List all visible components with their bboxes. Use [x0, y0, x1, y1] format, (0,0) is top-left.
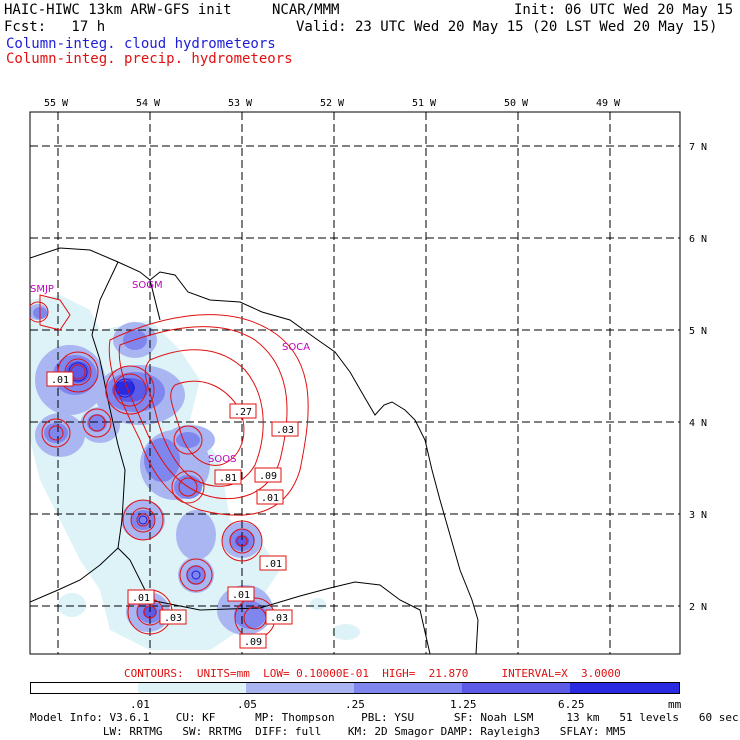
contour-label: .09: [244, 637, 262, 648]
lon-axis-labels: 55 W 54 W 53 W 52 W 51 W 50 W 49 W: [44, 98, 621, 109]
contour-label: .09: [259, 471, 277, 482]
lon-label: 54 W: [136, 98, 161, 109]
colorbar-tick: .05: [237, 698, 257, 711]
colorbar-tick: 6.25: [558, 698, 585, 711]
contour-label-box: [256, 489, 284, 505]
colorbar-tick: 1.25: [450, 698, 477, 711]
model-info-line-2: LW: RRTMG SW: RRTMG DIFF: full KM: 2D Sm…: [30, 725, 627, 738]
contour-label: .81: [219, 473, 237, 484]
lat-label: 2 N: [689, 602, 707, 613]
contour-label-box: [46, 371, 74, 387]
lon-label: 52 W: [320, 98, 345, 109]
org-label: NCAR/MMM: [272, 2, 340, 18]
forecast-hour: Fcst: 17 h: [4, 19, 106, 35]
contour-label: .03: [276, 425, 294, 436]
lat-label: 5 N: [689, 326, 707, 337]
contour-label-box: [271, 421, 299, 437]
contour-label-box: [239, 633, 267, 649]
contour-info: CONTOURS: UNITS=mm LOW= 0.10000E-01 HIGH…: [124, 667, 621, 680]
graticule: [30, 112, 680, 654]
contour-label-box: [265, 609, 293, 625]
coastline: [30, 247, 479, 654]
map-frame: [29, 111, 681, 655]
colorbar-segment: [138, 683, 246, 693]
contour-label: .27: [234, 407, 252, 418]
valid-time: Valid: 23 UTC Wed 20 May 15 (20 LST Wed …: [296, 19, 718, 35]
contour-label: .01: [261, 493, 279, 504]
contour-label-box: [227, 586, 255, 602]
model-title: HAIC-HIWC 13km ARW-GFS init: [4, 2, 232, 18]
contour-label: .01: [264, 559, 282, 570]
station-label: SOCA: [282, 342, 310, 353]
lat-label: 3 N: [689, 510, 707, 521]
colorbar-segment: [246, 683, 354, 693]
cloud-field-label: Column-integ. cloud hydrometeors: [6, 36, 276, 52]
contour-labels: .01 .27 .03 .81 .09 .01 .01 .01 .01 .03 .03 .09: [46, 371, 299, 649]
contour-label: .01: [51, 375, 69, 386]
colorbar-segment: [462, 683, 570, 693]
contour-label: .01: [132, 593, 150, 604]
contour-label: .01: [232, 590, 250, 601]
contour-label: .03: [164, 613, 182, 624]
lat-label: 4 N: [689, 418, 707, 429]
colorbar-segment: [354, 683, 462, 693]
contour-label-box: [214, 469, 242, 485]
contour-label-box: [229, 403, 257, 419]
colorbar-tick: .25: [345, 698, 365, 711]
contour-label-box: [127, 589, 155, 605]
colorbar: [30, 682, 680, 694]
precip-field-label: Column-integ. precip. hydrometeors: [6, 51, 293, 67]
station-label: SOOS: [208, 454, 236, 465]
lon-label: 55 W: [44, 98, 69, 109]
lon-label: 49 W: [596, 98, 621, 109]
contour-label-box: [259, 555, 287, 571]
init-time: Init: 06 UTC Wed 20 May 15: [514, 2, 734, 18]
lat-label: 6 N: [689, 234, 707, 245]
colorbar-units: mm: [668, 698, 682, 711]
lon-label: 53 W: [228, 98, 253, 109]
station-label: SOGM: [132, 280, 163, 291]
colorbar-segment: [570, 683, 679, 693]
contour-label-box: [254, 467, 282, 483]
lat-axis-labels: 7 N 6 N 5 N 4 N 3 N 2 N: [689, 142, 707, 613]
lon-label: 50 W: [504, 98, 529, 109]
contour-label-box: [159, 609, 187, 625]
station-markers: SMJP SOGM SOCA SOOS: [30, 280, 310, 465]
lon-label: 51 W: [412, 98, 437, 109]
lat-label: 7 N: [689, 142, 707, 153]
colorbar-segment: [31, 683, 138, 693]
model-info-line-1: Model Info: V3.6.1 CU: KF MP: Thompson P…: [30, 711, 739, 724]
contour-label: .03: [270, 613, 288, 624]
station-label: SMJP: [30, 284, 54, 295]
colorbar-tick: .01: [130, 698, 150, 711]
